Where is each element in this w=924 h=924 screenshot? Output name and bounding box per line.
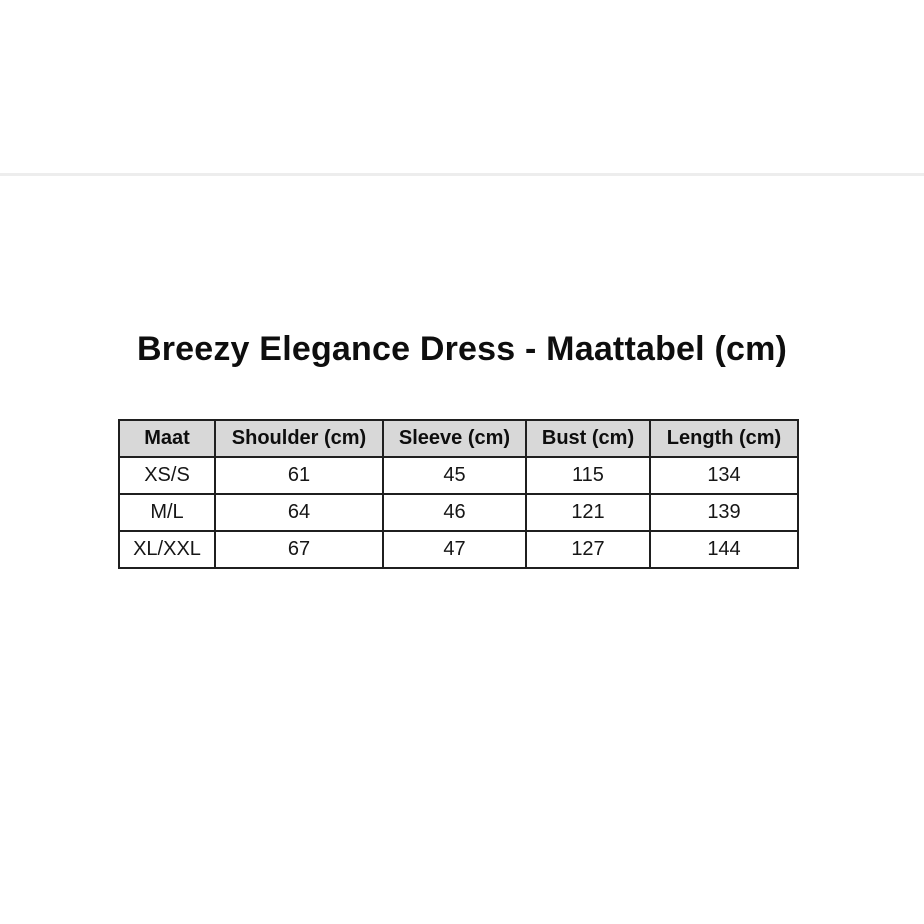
section-divider (0, 173, 924, 176)
column-header-bust: Bust (cm) (525, 419, 651, 458)
sleeve-value-cell: 45 (382, 456, 527, 495)
column-header-length: Length (cm) (649, 419, 799, 458)
length-value-cell: 144 (649, 530, 799, 569)
length-value-cell: 134 (649, 456, 799, 495)
shoulder-value-cell: 64 (214, 493, 384, 532)
size-chart-table: Maat Shoulder (cm) Sleeve (cm) Bust (cm)… (118, 419, 799, 569)
sleeve-value-cell: 47 (382, 530, 527, 569)
column-header-sleeve: Sleeve (cm) (382, 419, 527, 458)
column-header-maat: Maat (118, 419, 216, 458)
size-label-cell: M/L (118, 493, 216, 532)
shoulder-value-cell: 67 (214, 530, 384, 569)
size-chart-title: Breezy Elegance Dress - Maattabel (cm) (136, 330, 788, 368)
table-row-xl-xxl: XL/XXL 67 47 127 144 (118, 530, 799, 569)
sleeve-value-cell: 46 (382, 493, 527, 532)
bust-value-cell: 115 (525, 456, 651, 495)
table-row-m-l: M/L 64 46 121 139 (118, 493, 799, 532)
bust-value-cell: 121 (525, 493, 651, 532)
column-header-shoulder: Shoulder (cm) (214, 419, 384, 458)
size-label-cell: XS/S (118, 456, 216, 495)
table-row-xs-s: XS/S 61 45 115 134 (118, 456, 799, 495)
bust-value-cell: 127 (525, 530, 651, 569)
length-value-cell: 139 (649, 493, 799, 532)
shoulder-value-cell: 61 (214, 456, 384, 495)
table-header-row: Maat Shoulder (cm) Sleeve (cm) Bust (cm)… (118, 419, 799, 458)
size-label-cell: XL/XXL (118, 530, 216, 569)
